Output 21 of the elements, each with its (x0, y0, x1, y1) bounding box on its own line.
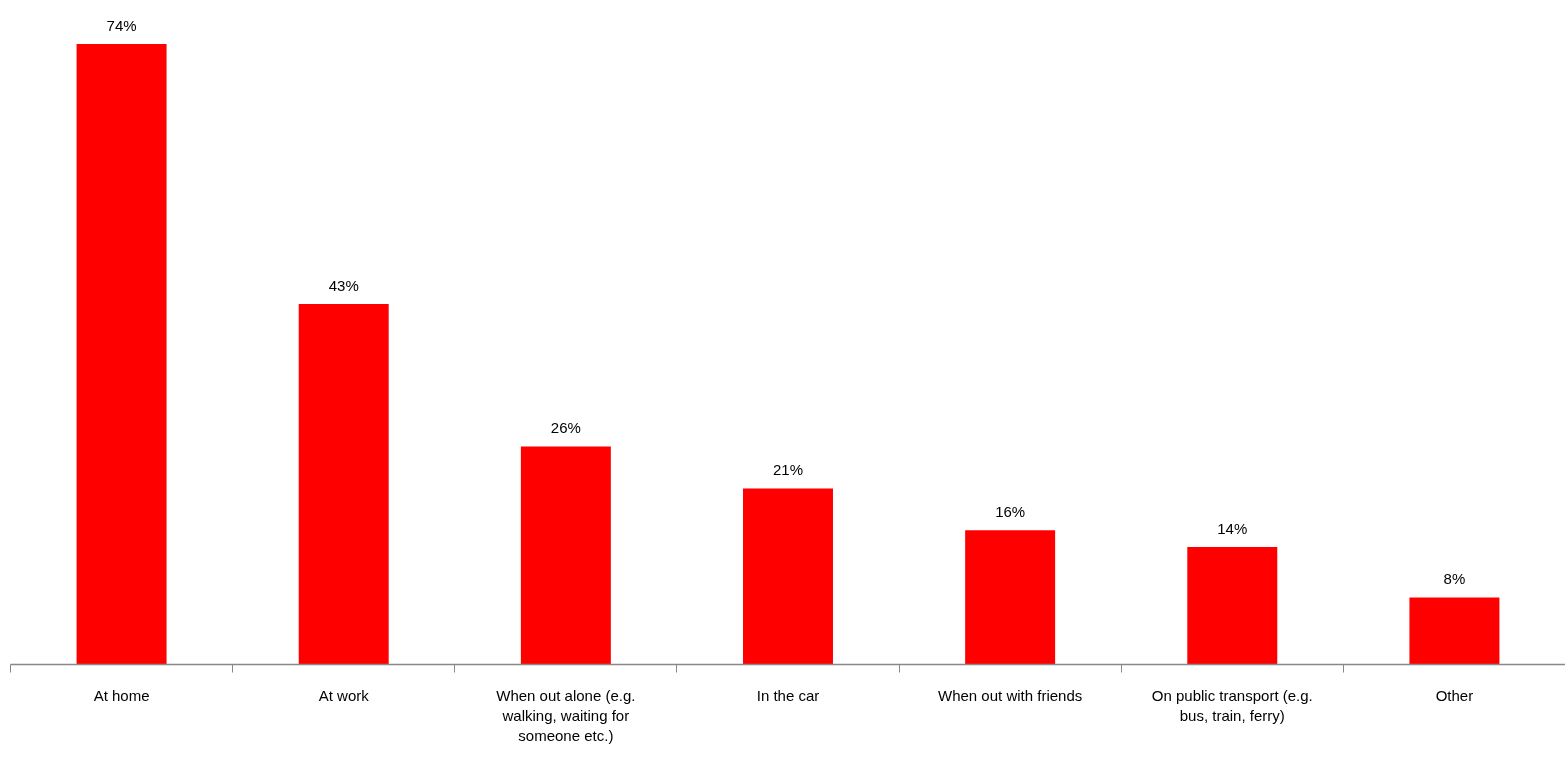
bar (965, 530, 1056, 665)
bar (76, 43, 167, 665)
bar (298, 303, 389, 665)
data-label: 43% (328, 276, 359, 294)
data-label: 74% (106, 16, 137, 34)
data-label: 26% (550, 419, 581, 437)
x-tick-label: When out alone (e.g. walking, waiting for someone etc.) (496, 686, 636, 745)
data-label: 14% (1217, 520, 1248, 538)
data-label: 8% (1443, 570, 1466, 588)
bar (1187, 547, 1278, 665)
bar (520, 446, 611, 665)
bar (743, 488, 833, 665)
data-label: 16% (995, 503, 1026, 521)
x-tick-label: When out with friends (938, 686, 1083, 704)
x-tick-label: At work (318, 686, 370, 704)
x-tick-label: In the car (756, 686, 820, 704)
x-tick-label: On public transport (e.g. bus, train, ferry) (1151, 686, 1313, 724)
x-tick-label: Other (1435, 686, 1474, 704)
x-tick-label: At home (93, 686, 150, 704)
data-label: 21% (772, 461, 804, 479)
bar (1409, 597, 1500, 665)
